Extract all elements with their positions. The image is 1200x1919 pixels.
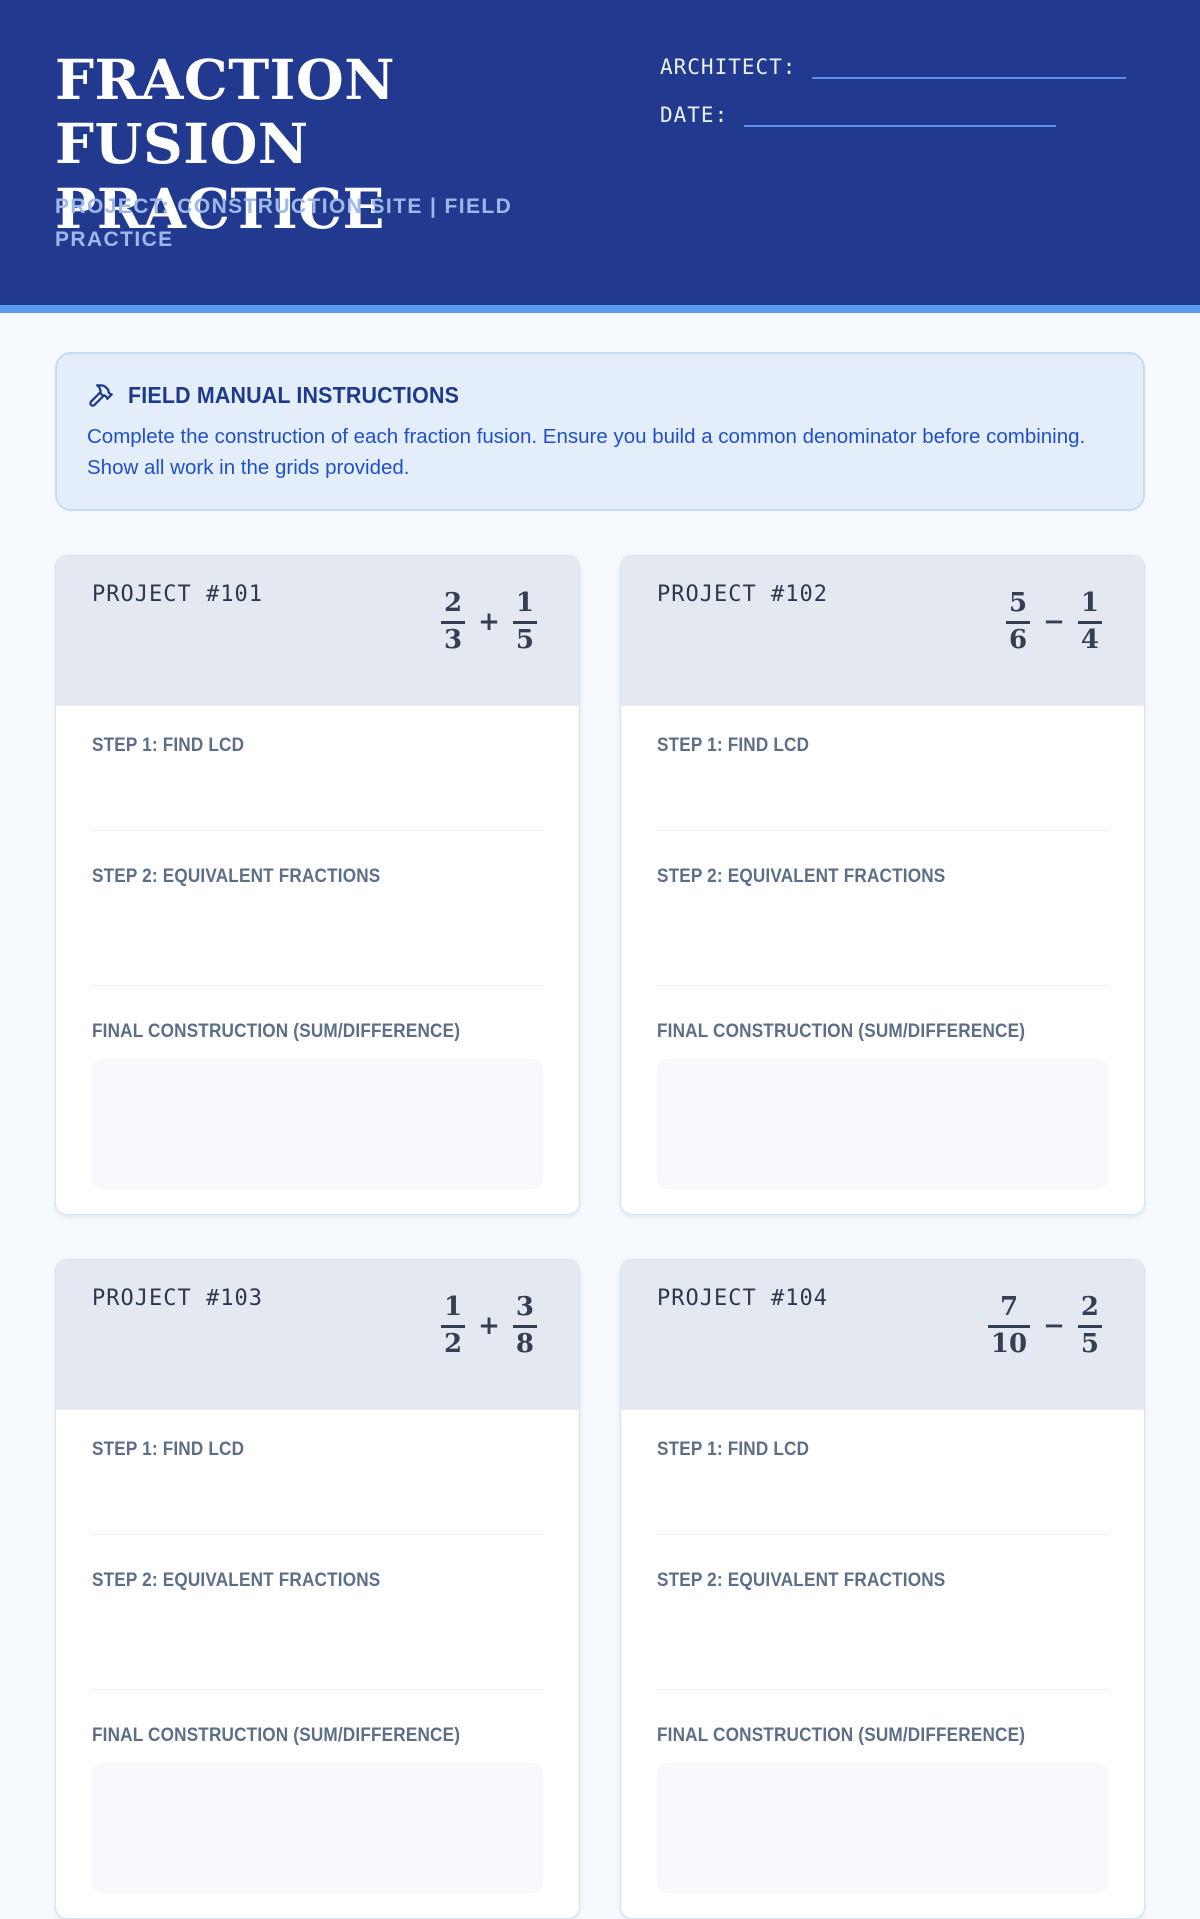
denominator: 2 xyxy=(444,1328,463,1359)
project-card-body: STEP 1: FIND LCD STEP 2: EQUIVALENT FRAC… xyxy=(56,1410,579,1893)
step1-label: STEP 1: FIND LCD xyxy=(657,1438,810,1460)
fraction-2: 1 4 xyxy=(1077,588,1102,656)
project-card-body: STEP 1: FIND LCD STEP 2: EQUIVALENT FRAC… xyxy=(621,706,1144,1189)
final-answer-box[interactable] xyxy=(657,1763,1108,1893)
date-row: DATE: xyxy=(660,100,1126,127)
denominator: 10 xyxy=(990,1328,1028,1359)
step1-label: STEP 1: FIND LCD xyxy=(92,734,245,756)
fraction-bar xyxy=(512,1325,537,1328)
fraction-bar xyxy=(441,621,466,624)
project-label: PROJECT #102 xyxy=(657,582,828,607)
step1-work-area[interactable] xyxy=(92,757,543,831)
final-answer-box[interactable] xyxy=(657,1059,1108,1189)
step2-label: STEP 2: EQUIVALENT FRACTIONS xyxy=(92,865,381,887)
project-card-header: PROJECT #101 2 3 + 1 5 xyxy=(56,556,579,706)
denominator: 8 xyxy=(515,1328,534,1359)
fraction-1: 2 3 xyxy=(441,588,466,656)
project-card-103: PROJECT #103 1 2 + 3 8 STEP 1: FIND LCD … xyxy=(55,1259,580,1919)
denominator: 5 xyxy=(1080,1328,1099,1359)
project-card-header: PROJECT #102 5 6 − 1 4 xyxy=(621,556,1144,706)
date-label: DATE: xyxy=(660,103,729,127)
project-label: PROJECT #104 xyxy=(657,1286,828,1311)
numerator: 1 xyxy=(515,588,534,618)
step2-work-area[interactable] xyxy=(657,888,1108,986)
project-card-101: PROJECT #101 2 3 + 1 5 STEP 1: FIND LCD … xyxy=(55,555,580,1215)
final-label: FINAL CONSTRUCTION (SUM/DIFFERENCE) xyxy=(657,1724,1026,1746)
project-card-102: PROJECT #102 5 6 − 1 4 STEP 1: FIND LCD … xyxy=(620,555,1145,1215)
fraction-bar xyxy=(987,1325,1031,1328)
date-fill-line[interactable] xyxy=(744,100,1056,127)
architect-fill-line[interactable] xyxy=(812,52,1126,79)
step2-label: STEP 2: EQUIVALENT FRACTIONS xyxy=(657,1569,946,1591)
page-subtitle: PROJECT: CONSTRUCTION SITE | FIELD PRACT… xyxy=(55,195,513,252)
denominator: 4 xyxy=(1080,624,1099,655)
fraction-bar xyxy=(1077,1325,1102,1328)
operator: + xyxy=(478,1310,500,1341)
fraction-expression: 2 3 + 1 5 xyxy=(441,588,537,656)
step1-work-area[interactable] xyxy=(657,1461,1108,1535)
instructions-body: Complete the construction of each fracti… xyxy=(87,425,1086,480)
hammer-icon xyxy=(89,384,113,407)
numerator: 2 xyxy=(444,588,463,618)
step1-label: STEP 1: FIND LCD xyxy=(92,1438,245,1460)
final-answer-box[interactable] xyxy=(92,1059,543,1189)
numerator: 1 xyxy=(1080,588,1099,618)
project-label: PROJECT #101 xyxy=(92,582,263,607)
numerator: 5 xyxy=(1009,588,1028,618)
fraction-bar xyxy=(441,1325,466,1328)
fraction-2: 2 5 xyxy=(1077,1292,1102,1360)
final-label: FINAL CONSTRUCTION (SUM/DIFFERENCE) xyxy=(92,1020,461,1042)
project-card-header: PROJECT #104 7 10 − 2 5 xyxy=(621,1260,1144,1410)
fraction-bar xyxy=(1077,621,1102,624)
architect-label: ARCHITECT: xyxy=(660,55,797,79)
fraction-2: 3 8 xyxy=(512,1292,537,1360)
fraction-expression: 1 2 + 3 8 xyxy=(441,1292,537,1360)
architect-row: ARCHITECT: xyxy=(660,52,1126,79)
numerator: 2 xyxy=(1080,1292,1099,1322)
project-label: PROJECT #103 xyxy=(92,1286,263,1311)
final-label: FINAL CONSTRUCTION (SUM/DIFFERENCE) xyxy=(92,1724,461,1746)
fraction-1: 5 6 xyxy=(1006,588,1031,656)
page-header: FRACTION FUSION PRACTICE PROJECT: CONSTR… xyxy=(0,0,1200,313)
fraction-bar xyxy=(1006,621,1031,624)
fraction-expression: 5 6 − 1 4 xyxy=(1006,588,1102,656)
final-label: FINAL CONSTRUCTION (SUM/DIFFERENCE) xyxy=(657,1020,1026,1042)
fraction-2: 1 5 xyxy=(512,588,537,656)
step1-work-area[interactable] xyxy=(92,1461,543,1535)
numerator: 1 xyxy=(444,1292,463,1322)
fraction-1: 7 10 xyxy=(987,1292,1031,1360)
step2-label: STEP 2: EQUIVALENT FRACTIONS xyxy=(657,865,946,887)
operator: + xyxy=(478,606,500,637)
step1-label: STEP 1: FIND LCD xyxy=(657,734,810,756)
step2-work-area[interactable] xyxy=(92,1592,543,1690)
step2-work-area[interactable] xyxy=(657,1592,1108,1690)
instructions-title: FIELD MANUAL INSTRUCTIONS xyxy=(128,382,460,408)
denominator: 3 xyxy=(444,624,463,655)
fraction-bar xyxy=(512,621,537,624)
project-card-body: STEP 1: FIND LCD STEP 2: EQUIVALENT FRAC… xyxy=(621,1410,1144,1893)
instructions-head: FIELD MANUAL INSTRUCTIONS xyxy=(87,382,1113,409)
numerator: 3 xyxy=(515,1292,534,1322)
project-card-104: PROJECT #104 7 10 − 2 5 STEP 1: FIND LCD… xyxy=(620,1259,1145,1919)
step1-work-area[interactable] xyxy=(657,757,1108,831)
step2-work-area[interactable] xyxy=(92,888,543,986)
fraction-expression: 7 10 − 2 5 xyxy=(987,1292,1102,1360)
denominator: 6 xyxy=(1009,624,1028,655)
numerator: 7 xyxy=(999,1292,1019,1322)
operator: − xyxy=(1043,606,1065,637)
instructions-panel: FIELD MANUAL INSTRUCTIONS Complete the c… xyxy=(55,352,1145,512)
final-answer-box[interactable] xyxy=(92,1763,543,1893)
project-card-header: PROJECT #103 1 2 + 3 8 xyxy=(56,1260,579,1410)
denominator: 5 xyxy=(515,624,534,655)
operator: − xyxy=(1043,1310,1065,1341)
fraction-1: 1 2 xyxy=(441,1292,466,1360)
project-card-body: STEP 1: FIND LCD STEP 2: EQUIVALENT FRAC… xyxy=(56,706,579,1189)
page-title: FRACTION FUSION PRACTICE xyxy=(55,47,396,241)
header-fields: ARCHITECT: DATE: xyxy=(660,52,1126,148)
step2-label: STEP 2: EQUIVALENT FRACTIONS xyxy=(92,1569,381,1591)
